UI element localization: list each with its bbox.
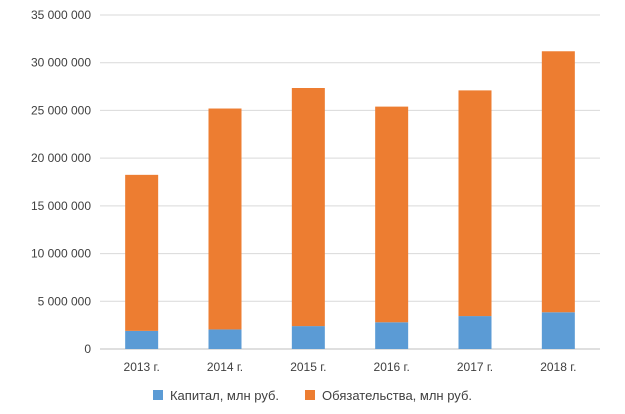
y-tick-label: 5 000 000 (38, 294, 92, 308)
legend-swatch-capital (152, 390, 163, 400)
x-tick-label: 2017 г. (457, 360, 493, 374)
legend-label-liabilities: Обязательства, млн руб. (322, 387, 472, 403)
bar-liabilities (208, 108, 242, 330)
legend-swatch-liabilities (305, 390, 316, 400)
y-tick-label: 20 000 000 (31, 151, 91, 165)
legend-label-capital: Капитал, млн руб. (169, 387, 280, 403)
bar-liabilities (458, 90, 492, 317)
bar-capital (458, 316, 492, 349)
bar-liabilities (541, 51, 575, 313)
stacked-bar-chart: 0 5 000 000 10 000 000 15 000 000 20 000 000… (31, 8, 600, 374)
y-axis-tick-labels: 0 5 000 000 10 000 000 15 000 000 20 000 000… (31, 8, 91, 356)
y-tick-label: 35 000 000 (31, 8, 91, 22)
bar-liabilities (291, 88, 325, 327)
x-axis-tick-labels: 2013 г. 2014 г. 2015 г. 2016 г. 2017 г. 2018 … (124, 360, 577, 374)
y-tick-label: 30 000 000 (31, 56, 91, 70)
bars (125, 51, 575, 349)
x-tick-label: 2015 г. (290, 360, 326, 374)
y-tick-label: 25 000 000 (31, 103, 91, 117)
y-tick-label: 0 (84, 342, 91, 356)
bar-capital (541, 312, 575, 349)
bar-capital (208, 329, 242, 349)
x-tick-label: 2013 г. (124, 360, 160, 374)
bar-capital (375, 322, 409, 349)
legend-item-liabilities: Обязательства, млн руб. (305, 388, 472, 403)
bar-liabilities (375, 106, 409, 323)
bar-capital (291, 326, 325, 349)
legend-item-capital: Капитал, млн руб. (152, 387, 280, 403)
y-tick-label: 15 000 000 (31, 199, 91, 213)
bar-capital (125, 330, 159, 349)
x-tick-label: 2016 г. (374, 360, 410, 374)
legend: Капитал, млн руб. Обязательства, млн руб… (0, 384, 625, 406)
bar-liabilities (125, 174, 159, 331)
gridlines (100, 14, 600, 350)
x-tick-label: 2018 г. (540, 360, 576, 374)
y-tick-label: 10 000 000 (31, 247, 91, 261)
x-tick-label: 2014 г. (207, 360, 243, 374)
